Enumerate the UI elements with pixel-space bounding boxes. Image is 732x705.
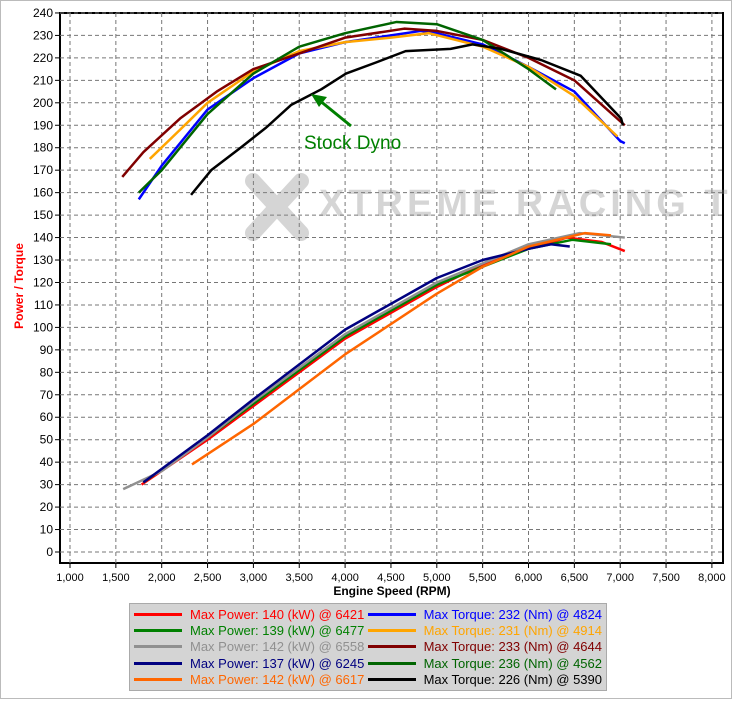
- legend-label: Max Power: 137 (kW) @ 6245: [190, 655, 365, 671]
- x-tick-label: 7,500: [652, 572, 680, 584]
- y-tick-label: 190: [33, 118, 53, 132]
- legend-item: Max Torque: 226 (Nm) @ 5390: [367, 672, 602, 688]
- y-tick-label: 100: [33, 320, 53, 334]
- y-tick-label: 10: [40, 523, 54, 537]
- y-tick-label: 220: [33, 51, 53, 65]
- series-line-7: [121, 27, 626, 178]
- x-tick-label: 7,000: [606, 572, 634, 584]
- legend-item: Max Torque: 236 (Nm) @ 4562: [367, 655, 602, 671]
- y-tick-label: 240: [33, 6, 53, 20]
- x-tick-label: 8,000: [698, 572, 726, 584]
- legend-swatch: [367, 645, 416, 649]
- legend-swatch: [134, 629, 182, 633]
- legend-item: Max Power: 142 (kW) @ 6617: [134, 672, 368, 688]
- y-tick-label: 140: [33, 231, 53, 245]
- legend-item: Max Torque: 232 (Nm) @ 4824: [367, 606, 602, 622]
- y-tick-label: 70: [40, 388, 54, 402]
- legend-label: Max Torque: 231 (Nm) @ 4914: [423, 623, 602, 639]
- x-tick-label: 3,500: [285, 572, 313, 584]
- legend: Max Power: 140 (kW) @ 6421 Max Power: 139…: [129, 603, 607, 691]
- y-tick-label: 210: [33, 73, 53, 87]
- legend-label: Max Power: 140 (kW) @ 6421: [190, 606, 365, 622]
- legend-item: Max Power: 137 (kW) @ 6245: [134, 655, 368, 671]
- y-tick-label: 40: [40, 455, 54, 469]
- x-tick-label: 3,000: [240, 572, 268, 584]
- legend-item: Max Power: 142 (kW) @ 6558: [134, 639, 368, 655]
- legend-swatch: [134, 678, 182, 682]
- legend-swatch: [367, 612, 416, 616]
- x-tick-label: 6,000: [515, 572, 543, 584]
- legend-label: Max Power: 142 (kW) @ 6617: [190, 672, 365, 688]
- series-line-4: [191, 231, 612, 466]
- y-tick-label: 170: [33, 163, 53, 177]
- y-tick-label: 30: [40, 478, 54, 492]
- y-tick-label: 90: [40, 343, 54, 357]
- y-tick-label: 50: [40, 433, 54, 447]
- y-tick-label: 0: [46, 545, 53, 559]
- legend-swatch: [134, 661, 182, 665]
- y-tick-label: 200: [33, 96, 53, 110]
- legend-item: Max Power: 139 (kW) @ 6477: [134, 622, 368, 638]
- x-tick-label: 2,000: [148, 572, 176, 584]
- legend-item: Max Torque: 231 (Nm) @ 4914: [367, 622, 602, 639]
- series-line-2: [122, 231, 625, 491]
- legend-swatch: [367, 661, 416, 665]
- legend-label: Max Torque: 233 (Nm) @ 4644: [423, 639, 602, 655]
- y-tick-label: 20: [40, 500, 54, 514]
- x-axis-label: Engine Speed (RPM): [333, 584, 450, 598]
- annotation-text: Stock Dyno: [304, 133, 401, 154]
- legend-swatch: [134, 612, 182, 616]
- legend-label: Max Power: 142 (kW) @ 6558: [190, 639, 365, 655]
- legend-label: Max Torque: 236 (Nm) @ 4562: [423, 655, 602, 671]
- y-axis-label: Power / Torque: [12, 243, 26, 329]
- watermark-text: XTREME RACING TUNING: [319, 183, 732, 225]
- legend-label: Max Torque: 226 (Nm) @ 5390: [423, 672, 602, 688]
- y-tick-label: 180: [33, 141, 53, 155]
- series-line-6: [148, 31, 619, 160]
- stock-dyno-annotation: Stock Dyno: [304, 94, 401, 154]
- y-tick-label: 60: [40, 410, 54, 424]
- x-tick-label: 1,000: [56, 572, 84, 584]
- legend-label: Max Power: 139 (kW) @ 6477: [190, 623, 365, 639]
- series-line-5: [137, 29, 626, 201]
- x-tick-label: 4,500: [377, 572, 405, 584]
- series-line-3: [142, 243, 570, 484]
- y-tick-label: 130: [33, 253, 53, 267]
- y-tick-label: 160: [33, 186, 53, 200]
- y-tick-label: 110: [34, 298, 53, 312]
- legend-item: Max Power: 140 (kW) @ 6421: [134, 606, 368, 622]
- y-tick-label: 230: [33, 28, 53, 42]
- x-tick-label: 5,000: [423, 572, 451, 584]
- x-tick-label: 2,500: [194, 572, 222, 584]
- arrow-head-icon: [311, 94, 327, 107]
- legend-swatch: [367, 629, 416, 633]
- watermark: XTREME RACING TUNING: [245, 173, 732, 241]
- plot-area: [59, 12, 724, 564]
- legend-label: Max Torque: 232 (Nm) @ 4824: [423, 606, 602, 622]
- x-tick-label: 5,500: [469, 572, 497, 584]
- y-tick-label: 150: [33, 208, 53, 222]
- series-line-9: [190, 43, 625, 196]
- x-tick-label: 6,500: [561, 572, 589, 584]
- y-tick-label: 120: [33, 275, 53, 289]
- legend-swatch: [134, 645, 182, 649]
- legend-swatch: [367, 678, 416, 682]
- x-tick-label: 4,000: [331, 572, 359, 584]
- annotation-arrow: [318, 98, 352, 128]
- legend-item: Max Torque: 233 (Nm) @ 4644: [367, 639, 602, 655]
- y-tick-label: 80: [40, 365, 54, 379]
- x-tick-label: 1,500: [102, 572, 130, 584]
